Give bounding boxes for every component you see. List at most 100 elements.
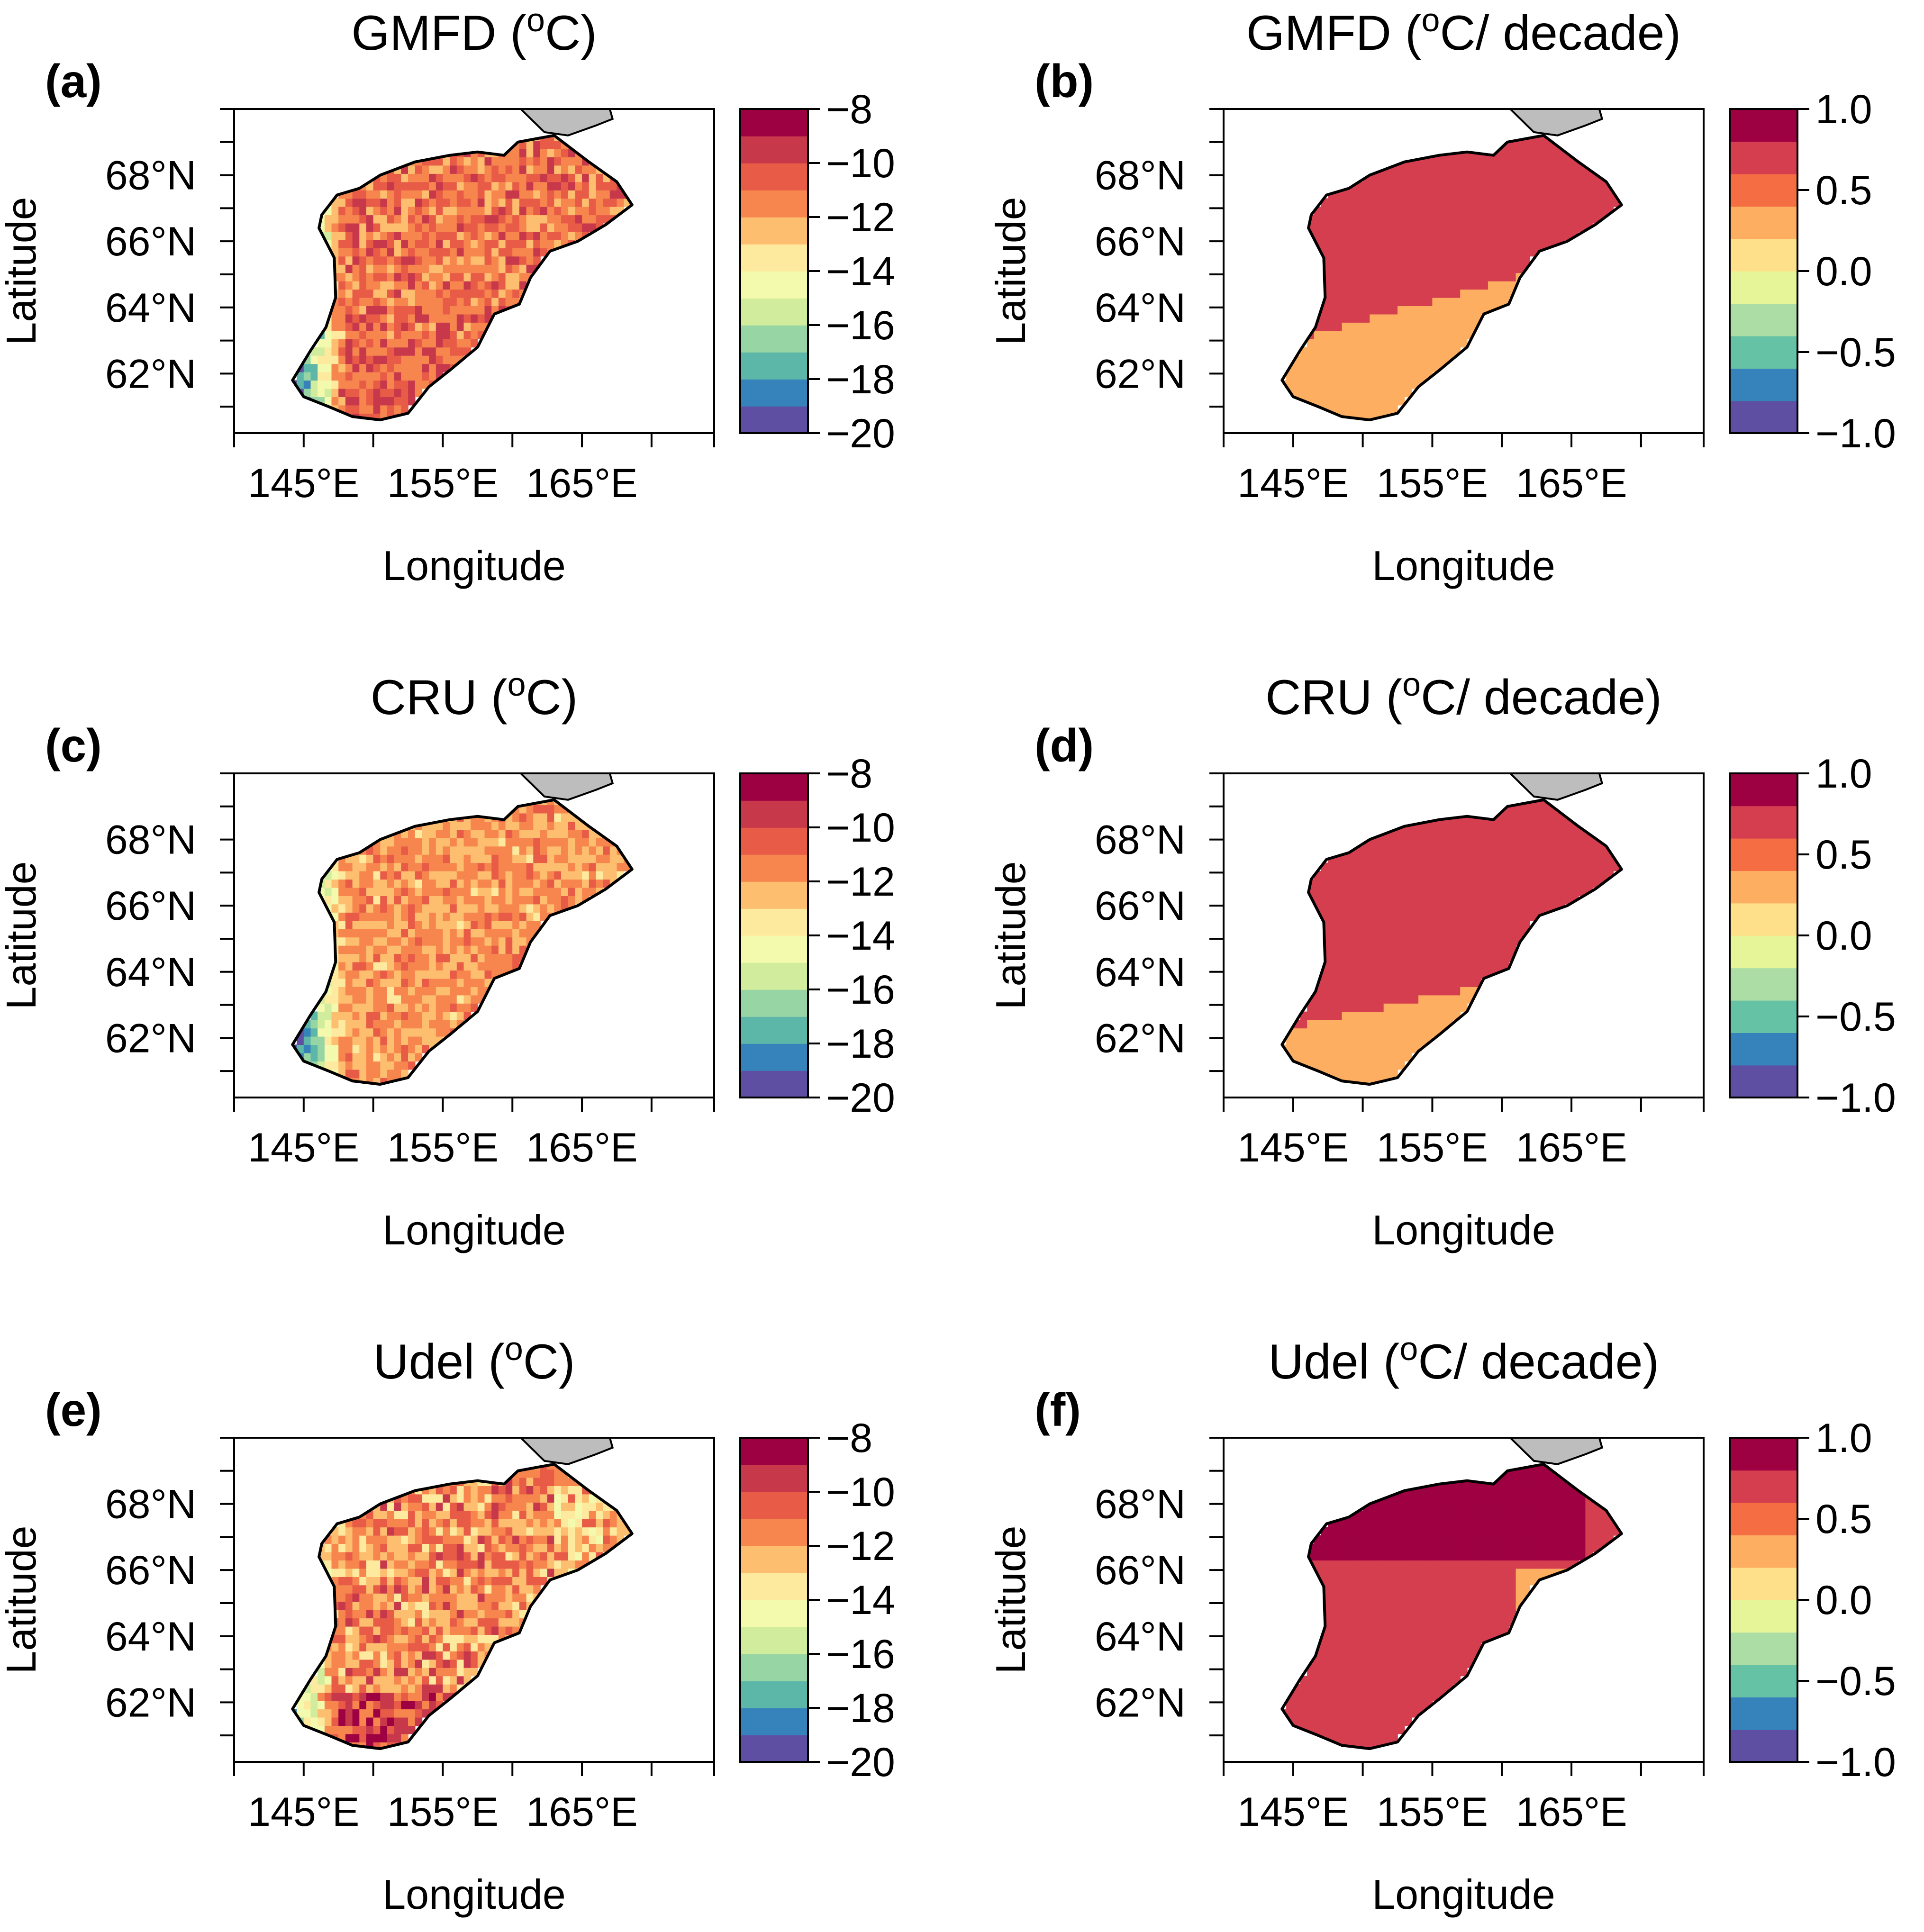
- heatmap-cell: [505, 206, 513, 216]
- heatmap-cell: [498, 297, 506, 306]
- heatmap-cell: [1334, 904, 1343, 913]
- heatmap-cell: [1530, 157, 1537, 166]
- heatmap-cell: [1355, 388, 1363, 397]
- heatmap-cell: [575, 896, 582, 905]
- heatmap-cell: [1418, 1011, 1426, 1020]
- heatmap-cell: [526, 862, 534, 871]
- heatmap-cell: [471, 1003, 478, 1012]
- heatmap-cell: [463, 272, 471, 281]
- heatmap-cells: [1282, 799, 1621, 1085]
- heatmap-cell: [415, 198, 423, 207]
- heatmap-cell: [401, 1003, 408, 1012]
- heatmap-cell: [401, 289, 408, 298]
- heatmap-cell: [345, 1020, 353, 1029]
- heatmap-cell: [359, 1725, 367, 1734]
- heatmap-cell: [1536, 799, 1544, 806]
- heatmap-cell: [1571, 846, 1579, 855]
- heatmap-cell: [1474, 215, 1481, 224]
- heatmap-cell: [373, 181, 381, 190]
- heatmap-cell: [415, 846, 423, 855]
- heatmap-cell: [366, 1543, 374, 1552]
- heatmap-cell: [498, 272, 506, 281]
- heatmap-cell: [484, 165, 492, 174]
- heatmap-cell: [415, 1717, 423, 1726]
- colorbar-swatch: [740, 1070, 808, 1098]
- heatmap-cell: [456, 165, 464, 174]
- heatmap-cell: [352, 987, 360, 996]
- heatmap-cell: [491, 1601, 499, 1610]
- heatmap-cell: [387, 1601, 395, 1610]
- heatmap-cell: [303, 1044, 311, 1053]
- heatmap-cell: [491, 1543, 499, 1552]
- heatmap-cell: [1523, 239, 1530, 248]
- heatmap-cell: [366, 945, 374, 954]
- heatmap-cell: [554, 871, 562, 880]
- heatmap-cell: [1578, 838, 1586, 847]
- heatmap-cell: [345, 330, 353, 339]
- heatmap-cell: [373, 1543, 381, 1552]
- heatmap-cell: [422, 838, 429, 847]
- heatmap-cell: [484, 904, 492, 913]
- heatmap-cell: [1516, 829, 1524, 838]
- heatmap-cell: [1536, 887, 1544, 896]
- heatmap-cell: [1377, 264, 1384, 273]
- heatmap-cell: [1349, 879, 1356, 888]
- heatmap-cell: [366, 1551, 374, 1560]
- heatmap-cell: [1314, 355, 1322, 364]
- heatmap-cell: [401, 1543, 408, 1552]
- heatmap-cell: [456, 1510, 464, 1519]
- heatmap-cell: [1383, 355, 1391, 364]
- heatmap-cell: [498, 1535, 506, 1544]
- heatmap-cell: [1300, 380, 1307, 389]
- heatmap-cell: [401, 862, 408, 871]
- heatmap-cell: [568, 198, 576, 207]
- heatmap-cell: [338, 978, 346, 987]
- heatmap-cell: [540, 1502, 548, 1511]
- heatmap-cell: [401, 1551, 408, 1560]
- heatmap-cell: [1328, 256, 1335, 265]
- heatmap-cell: [415, 904, 423, 913]
- heatmap-cell: [450, 1659, 457, 1668]
- heatmap-cell: [387, 347, 395, 356]
- heatmap-cell: [387, 297, 395, 306]
- heatmap-cell: [1321, 223, 1328, 232]
- heatmap-cell: [450, 1535, 457, 1544]
- heatmap-cell: [408, 1510, 416, 1519]
- heatmap-cell: [463, 1535, 471, 1544]
- heatmap-cell: [352, 264, 360, 273]
- heatmap-cell: [345, 1028, 353, 1037]
- heatmap-cell: [443, 896, 450, 905]
- heatmap-cell: [603, 181, 610, 190]
- heatmap-cell: [380, 846, 388, 855]
- heatmap-cell: [1488, 297, 1496, 306]
- heatmap-cells: [292, 135, 631, 420]
- heatmap-cell: [1467, 289, 1475, 298]
- heatmap-cell: [498, 165, 506, 174]
- heatmap-cell: [1467, 256, 1475, 265]
- heatmap-cell: [1432, 231, 1440, 240]
- heatmap-cell: [359, 879, 367, 888]
- heatmap-cell: [1467, 314, 1475, 323]
- colorbar-swatch: [1730, 173, 1797, 207]
- heatmap-cell: [589, 862, 597, 871]
- heatmap-cell: [1543, 879, 1551, 888]
- heatmap-cell: [331, 1725, 339, 1734]
- heatmap-cell: [338, 1527, 346, 1536]
- heatmap-cell: [1411, 862, 1419, 871]
- heatmap-cell: [547, 821, 555, 830]
- heatmap-cell: [366, 239, 374, 248]
- heatmap-cell: [1460, 838, 1468, 847]
- heatmap-cell: [422, 1651, 429, 1660]
- heatmap-cell: [1425, 945, 1433, 954]
- heatmap-cell: [561, 206, 569, 216]
- heatmap-cell: [401, 231, 408, 240]
- heatmap-cell: [484, 157, 492, 166]
- heatmap-cell: [1502, 231, 1509, 240]
- heatmap-cell: [456, 1494, 464, 1503]
- heatmap-cell: [1334, 372, 1343, 381]
- heatmap-cell: [1342, 970, 1350, 979]
- heatmap-cell: [596, 181, 603, 190]
- heatmap-cell: [366, 1717, 374, 1726]
- heatmap-cell: [1551, 871, 1558, 880]
- heatmap-cell: [436, 1609, 444, 1619]
